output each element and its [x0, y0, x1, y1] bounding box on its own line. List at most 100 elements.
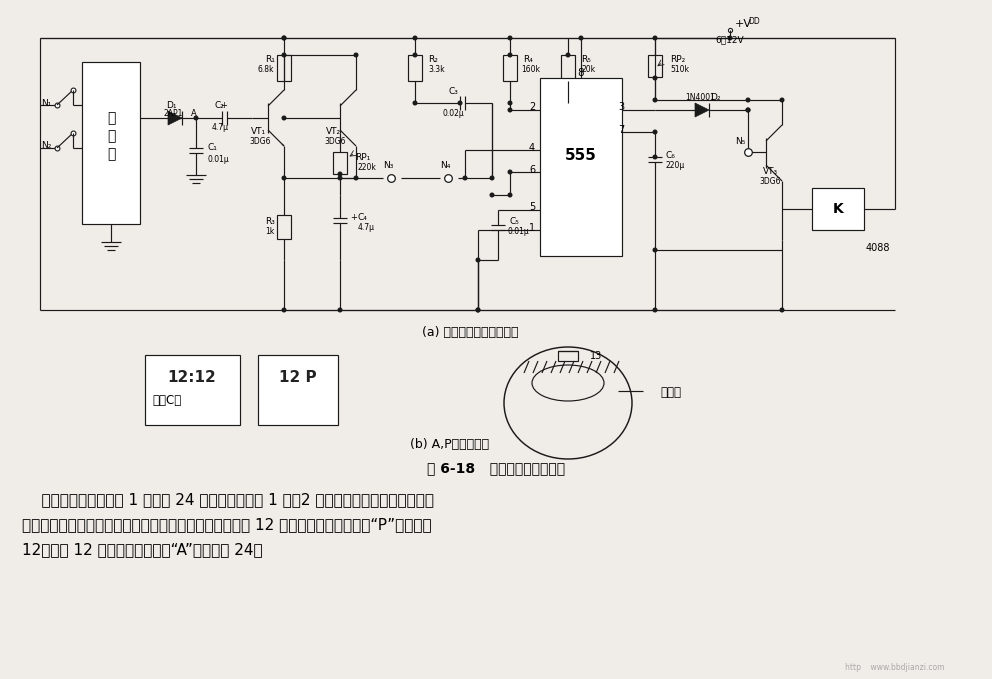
Text: 510k: 510k [670, 65, 689, 75]
Text: 3: 3 [618, 102, 624, 112]
Text: 220μ: 220μ [665, 160, 684, 170]
Circle shape [490, 194, 494, 197]
Text: 6: 6 [529, 165, 535, 175]
Text: 6.8k: 6.8k [258, 65, 274, 75]
Text: +: + [220, 101, 227, 111]
Polygon shape [168, 111, 182, 125]
Circle shape [653, 76, 657, 80]
Text: 4.7μ: 4.7μ [358, 223, 375, 232]
Text: DD: DD [748, 18, 760, 26]
Circle shape [780, 308, 784, 312]
Circle shape [508, 108, 512, 112]
Circle shape [508, 194, 512, 197]
Circle shape [508, 170, 512, 174]
Text: N₁: N₁ [42, 98, 52, 107]
Text: 图 6-18   自动定时控制器电路: 图 6-18 自动定时控制器电路 [427, 461, 565, 475]
Text: 末位C段: 末位C段 [153, 394, 182, 407]
Circle shape [780, 98, 784, 102]
Circle shape [282, 36, 286, 40]
Bar [277, 55, 291, 81]
Text: 220k: 220k [357, 164, 376, 172]
Circle shape [338, 176, 342, 180]
Text: 引出线: 引出线 [660, 386, 681, 399]
Text: 3.3k: 3.3k [428, 65, 444, 75]
Circle shape [566, 53, 569, 57]
Text: 表: 表 [107, 147, 115, 161]
Text: 3DG6: 3DG6 [324, 138, 346, 147]
Text: 3DG6: 3DG6 [759, 177, 781, 187]
Circle shape [746, 108, 750, 112]
Text: 1k: 1k [265, 227, 274, 236]
Text: 2: 2 [529, 102, 535, 112]
Circle shape [282, 308, 286, 312]
Text: C₃: C₃ [448, 86, 458, 96]
Circle shape [508, 101, 512, 105]
Text: (b) A,P显示和接线: (b) A,P显示和接线 [411, 439, 490, 452]
Circle shape [490, 176, 494, 180]
Circle shape [508, 53, 512, 57]
Circle shape [282, 176, 286, 180]
Text: 该电路的定时范围从 1 分钟到 24 小时，延时范围 1 秒～2 小时，可用于家电产品的自动: 该电路的定时范围从 1 分钟到 24 小时，延时范围 1 秒～2 小时，可用于家… [22, 492, 434, 507]
Text: 0.02μ: 0.02μ [442, 109, 464, 117]
Text: 12:12: 12:12 [168, 371, 216, 386]
Circle shape [338, 172, 342, 176]
Text: +: + [350, 213, 357, 223]
Text: VT₃: VT₃ [763, 168, 778, 177]
Text: C₆: C₆ [665, 151, 675, 160]
Circle shape [653, 155, 657, 159]
Text: 20k: 20k [581, 65, 595, 75]
Text: 4: 4 [529, 143, 535, 153]
Text: 3DG6: 3DG6 [249, 138, 271, 147]
Bar [812, 188, 864, 230]
Circle shape [338, 308, 342, 312]
Circle shape [282, 36, 286, 40]
Text: R₄: R₄ [523, 56, 533, 65]
Text: 1N4001: 1N4001 [685, 94, 715, 103]
Text: N₂: N₂ [42, 141, 52, 151]
Text: +V: +V [735, 19, 752, 29]
Bar [408, 55, 422, 81]
Bar [258, 355, 338, 425]
Circle shape [194, 116, 197, 120]
Text: 7: 7 [618, 125, 624, 135]
Circle shape [463, 176, 467, 180]
Text: 13: 13 [590, 351, 602, 361]
Text: VT₂: VT₂ [325, 128, 340, 136]
Circle shape [728, 36, 732, 40]
Text: R₅: R₅ [581, 56, 591, 65]
Circle shape [458, 101, 462, 105]
Text: R₂: R₂ [428, 56, 437, 65]
Circle shape [746, 98, 750, 102]
Circle shape [476, 308, 480, 312]
Text: RP₁: RP₁ [355, 153, 370, 162]
Bar [145, 355, 240, 425]
Text: VT₁: VT₁ [250, 128, 266, 136]
Polygon shape [695, 103, 709, 117]
Bar [561, 55, 575, 81]
Text: N₃: N₃ [383, 160, 393, 170]
Text: 2AP1: 2AP1 [164, 109, 183, 117]
Text: 5: 5 [529, 202, 535, 212]
Text: C₂: C₂ [214, 100, 224, 109]
Bar [540, 78, 622, 256]
Text: RP₂: RP₂ [670, 56, 685, 65]
Text: 12；大于 12 小时，预置时间（“A”显示）为 24。: 12；大于 12 小时，预置时间（“A”显示）为 24。 [22, 542, 263, 557]
Text: N₅: N₅ [735, 136, 745, 145]
Bar [82, 62, 140, 224]
Circle shape [476, 258, 480, 262]
Text: K: K [832, 202, 843, 216]
Circle shape [653, 130, 657, 134]
Circle shape [414, 101, 417, 105]
Text: 8: 8 [577, 68, 584, 78]
Text: D₂: D₂ [709, 94, 720, 103]
Text: C₄: C₄ [358, 213, 368, 223]
Bar [277, 215, 291, 239]
Text: 电: 电 [107, 111, 115, 125]
Circle shape [653, 98, 657, 102]
Text: 0.01μ: 0.01μ [207, 155, 229, 164]
Circle shape [354, 53, 358, 57]
Text: 0.01μ: 0.01μ [508, 227, 530, 236]
Circle shape [414, 36, 417, 40]
Circle shape [653, 308, 657, 312]
Bar [333, 152, 347, 174]
